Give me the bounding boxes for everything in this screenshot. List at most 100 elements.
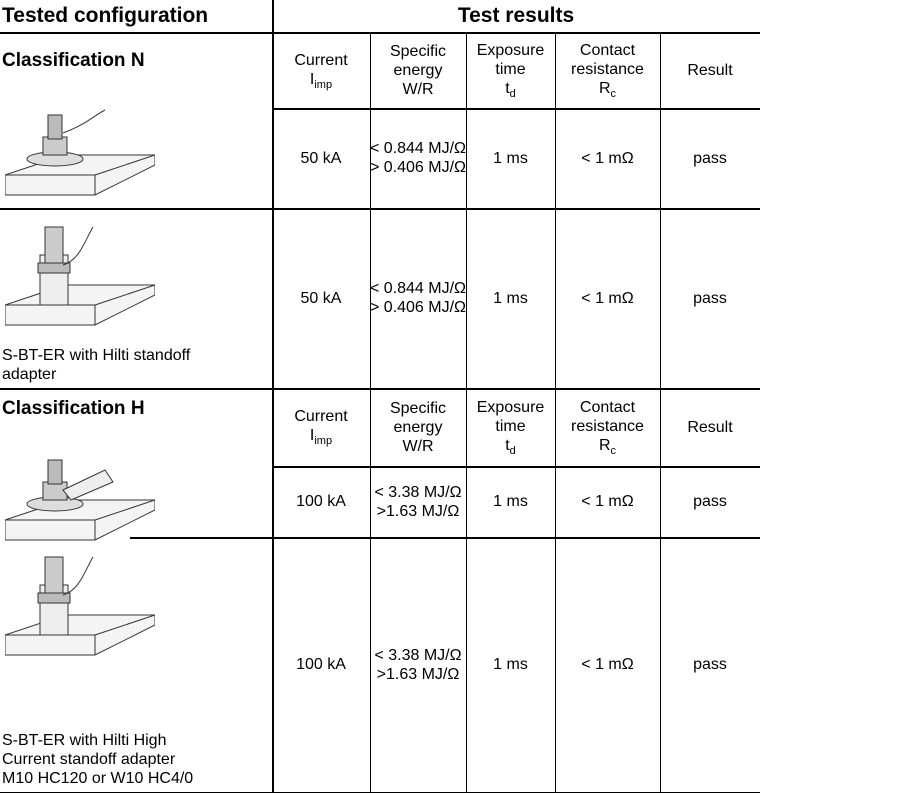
value-line: < 3.38 MJ/Ω [374, 646, 461, 665]
section-title: Classification N [2, 50, 145, 71]
cell-energy: < 0.844 MJ/Ω > 0.406 MJ/Ω [370, 208, 466, 388]
value: > 0.406 MJ/Ω [370, 299, 467, 316]
value: >1.63 MJ/Ω [376, 502, 460, 520]
header-symbol: Rc [599, 436, 616, 457]
rule [555, 33, 556, 792]
header-line: energy [394, 61, 443, 80]
rule [0, 32, 760, 34]
fastener-illustration [5, 459, 155, 541]
cell-energy: < 0.844 MJ/Ω > 0.406 MJ/Ω [370, 108, 466, 208]
column-header: Result [660, 33, 760, 108]
fastener-illustration [5, 109, 155, 196]
value-line: < 0.844 MJ/Ω [370, 139, 466, 158]
header-text: Current [294, 51, 348, 69]
value-line: > 0.406 MJ/Ω [370, 298, 466, 317]
cell-time: 1 ms [466, 208, 555, 388]
value: 1 ms [493, 656, 528, 673]
header-symbol: Iimp [310, 70, 332, 91]
header-text: Result [687, 418, 733, 436]
value: < 1 mΩ [581, 289, 634, 307]
header-text: energy [393, 62, 443, 79]
cell-time: 1 ms [466, 537, 555, 792]
caption-line: S-BT-ER with Hilti High [2, 731, 270, 750]
rule [272, 0, 274, 793]
value: 1 ms [493, 289, 528, 307]
header-line: energy [394, 418, 443, 437]
header-text: energy [393, 418, 443, 436]
column-header: Exposure time td [466, 33, 555, 108]
column-header: Specific energy W/R [370, 33, 466, 108]
column-header: Contact resistance Rc [555, 33, 660, 108]
cell-resistance: < 1 mΩ [555, 208, 660, 388]
header-line: Result [687, 61, 732, 80]
value-line: > 0.406 MJ/Ω [370, 158, 466, 177]
header-line: resistance [571, 417, 644, 436]
caption: S-BT-ER with Hilti High Current standoff … [2, 731, 270, 788]
header-line: Exposure [477, 398, 545, 417]
value: < 1 mΩ [581, 656, 634, 673]
subscript: c [610, 444, 617, 457]
cell-current: 50 kA [272, 108, 370, 208]
symbol: I [309, 70, 315, 88]
header-text: time [495, 417, 526, 435]
value: >1.63 MJ/Ω [376, 665, 460, 683]
value: pass [693, 149, 727, 167]
section-title: Classification H [2, 398, 145, 419]
value: < 1 mΩ [581, 493, 634, 510]
header-line: Contact [580, 41, 635, 60]
header-text: Specific [389, 43, 447, 60]
value: 1 ms [493, 493, 528, 510]
header-text: time [495, 61, 526, 78]
rule [272, 108, 760, 110]
header-line: time [495, 60, 525, 79]
header-line: Current [294, 51, 347, 70]
header-text: Current [294, 408, 348, 425]
value: < 1 mΩ [581, 149, 634, 167]
header-symbol: Rc [599, 79, 616, 100]
header-text: resistance [571, 61, 644, 78]
header-text: resistance [571, 417, 644, 435]
value: pass [693, 289, 727, 307]
subscript: imp [314, 78, 333, 91]
cell-result: pass [660, 108, 760, 208]
rule [466, 33, 467, 792]
value-line: < 3.38 MJ/Ω [374, 483, 461, 502]
value: 50 kA [300, 149, 342, 167]
subscript: d [509, 444, 516, 457]
column-header: Current Iimp [272, 33, 370, 108]
header-text: W/R [402, 437, 434, 455]
symbol: I [309, 427, 315, 444]
subscript: imp [314, 435, 333, 447]
caption-line: Current standoff adapter [2, 750, 270, 769]
cell-current: 100 kA [272, 537, 370, 792]
header-right: Test results [457, 4, 575, 27]
header-line: W/R [402, 437, 433, 456]
caption-line: S-BT-ER with Hilti standoff [2, 346, 270, 365]
cell-result: pass [660, 537, 760, 792]
caption-line: adapter [2, 365, 270, 384]
header-line: Result [687, 418, 732, 437]
value: < 3.38 MJ/Ω [374, 646, 462, 664]
caption-text: Current standoff adapter [2, 751, 176, 768]
value: < 0.844 MJ/Ω [370, 280, 467, 297]
value: 100 kA [296, 493, 346, 510]
caption: S-BT-ER with Hilti standoff adapter [2, 346, 270, 384]
header-line: resistance [571, 60, 644, 79]
rule [130, 537, 760, 539]
header-left: Tested configuration [2, 4, 209, 27]
column-header: Specific energy W/R [370, 388, 466, 466]
header-symbol: td [505, 436, 516, 457]
symbol: t [505, 80, 510, 97]
rule [0, 208, 760, 210]
value: > 0.406 MJ/Ω [370, 159, 467, 176]
value: < 0.844 MJ/Ω [370, 140, 467, 157]
cell-time: 1 ms [466, 466, 555, 537]
value: pass [693, 493, 727, 510]
column-header: Contact resistance Rc [555, 388, 660, 466]
header-text: Exposure [476, 42, 545, 59]
cell-current: 50 kA [272, 208, 370, 388]
symbol: t [505, 436, 510, 454]
subscript: c [610, 88, 617, 100]
rule [660, 33, 661, 792]
